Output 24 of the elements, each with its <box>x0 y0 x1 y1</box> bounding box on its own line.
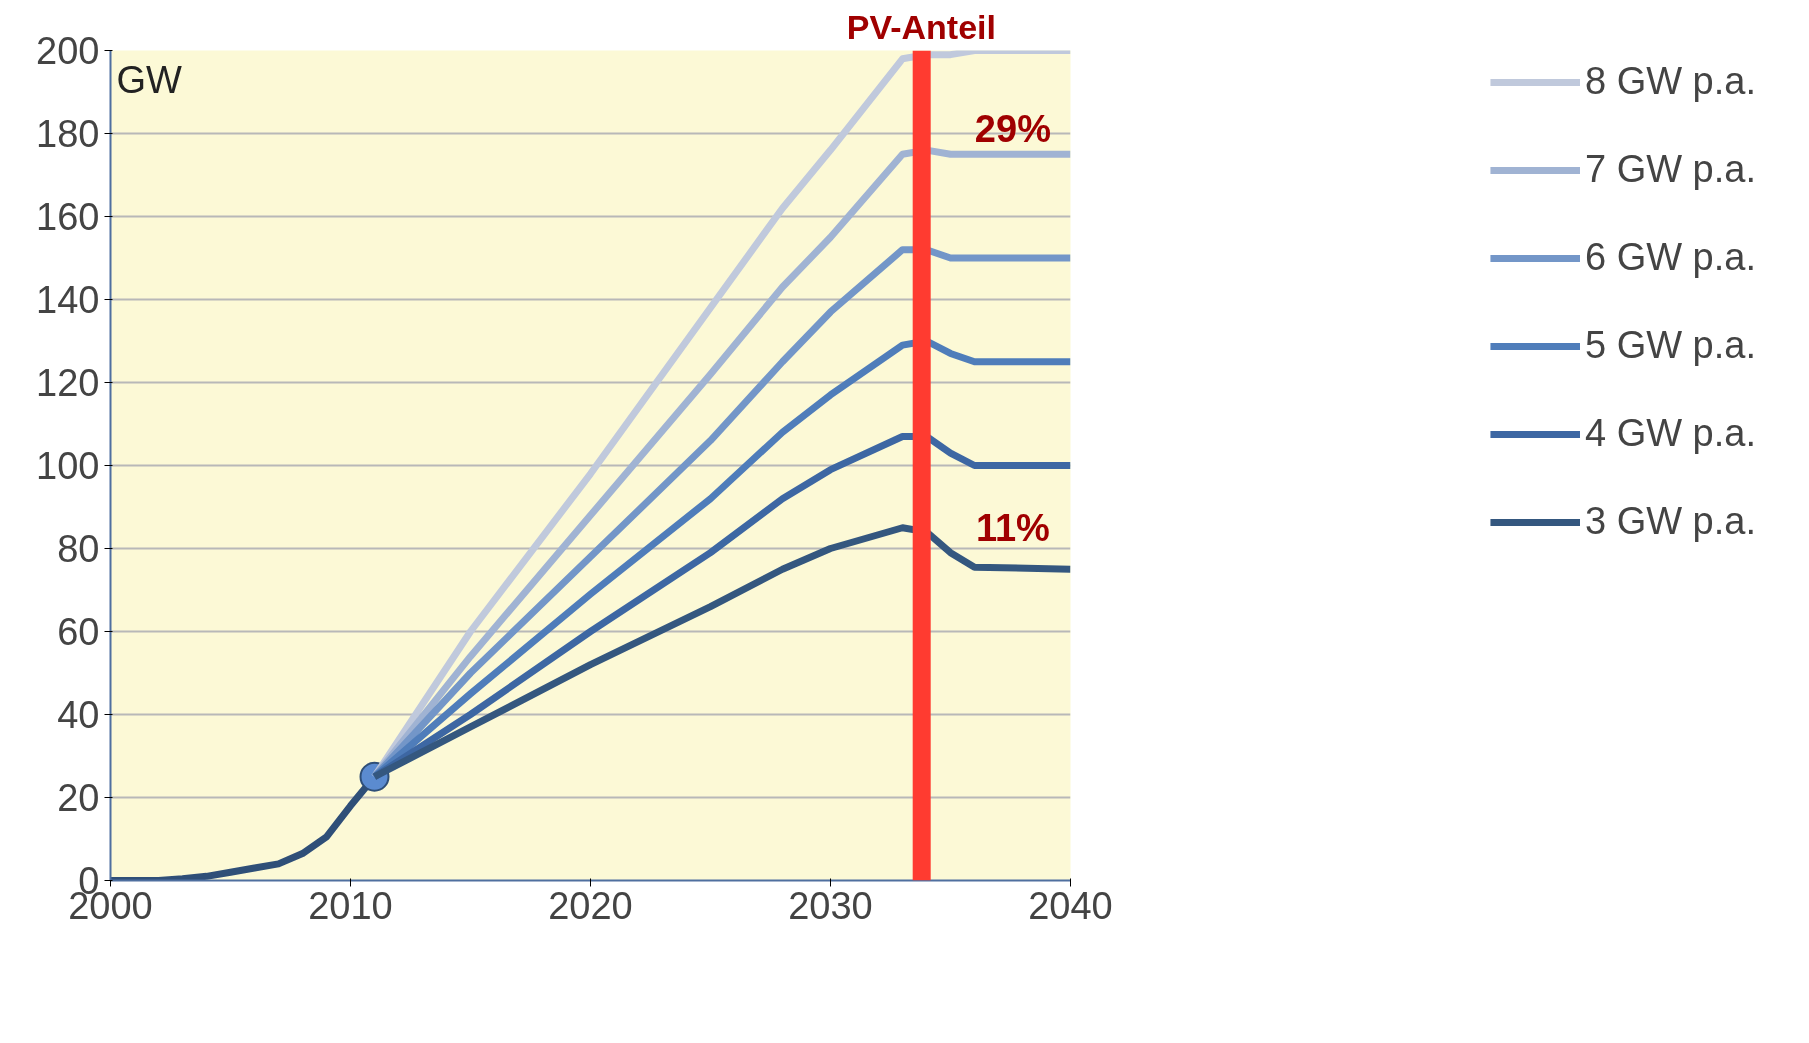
x-tick-label: 2040 <box>1028 884 1113 927</box>
ref-line-label: PV-Anteil <box>846 7 996 46</box>
y-tick-label: 140 <box>36 279 100 321</box>
x-tick-label: 2010 <box>308 884 393 927</box>
y-tick-label: 160 <box>36 196 100 238</box>
x-tick-label: 2030 <box>788 884 873 927</box>
legend-label: 4 GW p.a. <box>1584 412 1756 455</box>
legend-label: 3 GW p.a. <box>1584 500 1756 543</box>
legend-label: 8 GW p.a. <box>1584 60 1756 103</box>
y-tick-label: 80 <box>57 528 100 570</box>
y-tick-label: 60 <box>57 611 100 653</box>
annotation: 29% <box>974 108 1051 151</box>
y-tick-label: 200 <box>36 30 100 72</box>
y-axis-title: GW <box>116 58 183 101</box>
y-tick-label: 100 <box>36 445 100 487</box>
y-tick-label: 40 <box>57 694 100 736</box>
y-tick-label: 120 <box>36 362 100 404</box>
legend-label: 5 GW p.a. <box>1584 324 1756 367</box>
y-tick-label: 20 <box>57 777 100 819</box>
x-tick-label: 2020 <box>548 884 633 927</box>
legend-label: 6 GW p.a. <box>1584 236 1756 279</box>
annotation: 11% <box>975 506 1050 549</box>
legend-label: 7 GW p.a. <box>1584 148 1756 191</box>
y-tick-label: 180 <box>36 113 100 155</box>
